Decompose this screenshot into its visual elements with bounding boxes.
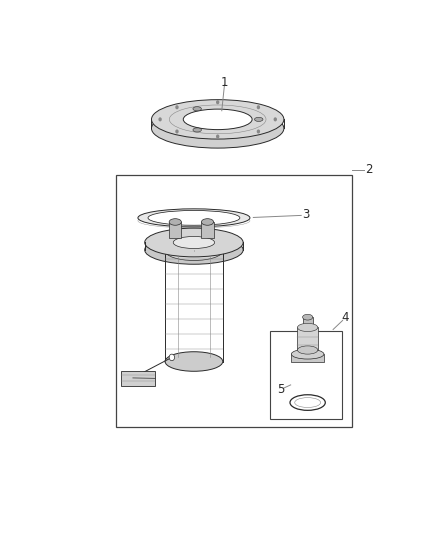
Text: 1: 1 xyxy=(221,76,228,88)
Bar xyxy=(169,222,181,238)
Ellipse shape xyxy=(145,236,243,264)
Ellipse shape xyxy=(145,228,243,257)
Bar xyxy=(121,370,155,386)
Bar xyxy=(303,317,313,327)
Text: 4: 4 xyxy=(341,311,349,324)
Circle shape xyxy=(159,117,162,122)
Bar xyxy=(297,327,318,350)
Ellipse shape xyxy=(165,241,223,261)
Ellipse shape xyxy=(148,211,240,225)
Ellipse shape xyxy=(173,237,215,248)
Circle shape xyxy=(257,105,260,109)
Ellipse shape xyxy=(152,100,284,139)
Ellipse shape xyxy=(152,109,284,148)
Ellipse shape xyxy=(201,219,214,225)
Circle shape xyxy=(216,134,219,139)
Text: 3: 3 xyxy=(302,208,310,221)
Circle shape xyxy=(169,354,175,361)
Bar xyxy=(291,354,324,361)
Ellipse shape xyxy=(297,346,318,354)
Circle shape xyxy=(175,105,179,109)
Ellipse shape xyxy=(254,117,263,122)
Bar xyxy=(270,330,342,419)
Ellipse shape xyxy=(138,209,250,227)
Text: 2: 2 xyxy=(365,163,372,176)
Circle shape xyxy=(175,130,179,134)
Ellipse shape xyxy=(193,128,201,132)
Ellipse shape xyxy=(165,352,223,372)
Ellipse shape xyxy=(291,349,324,359)
Ellipse shape xyxy=(193,107,201,111)
Ellipse shape xyxy=(303,314,313,320)
Circle shape xyxy=(274,117,277,122)
Circle shape xyxy=(216,100,219,104)
Ellipse shape xyxy=(169,219,181,225)
Circle shape xyxy=(257,130,260,134)
Bar xyxy=(201,222,214,238)
Text: 5: 5 xyxy=(277,383,284,396)
Ellipse shape xyxy=(297,324,318,332)
Ellipse shape xyxy=(183,109,252,130)
Bar xyxy=(116,175,352,427)
